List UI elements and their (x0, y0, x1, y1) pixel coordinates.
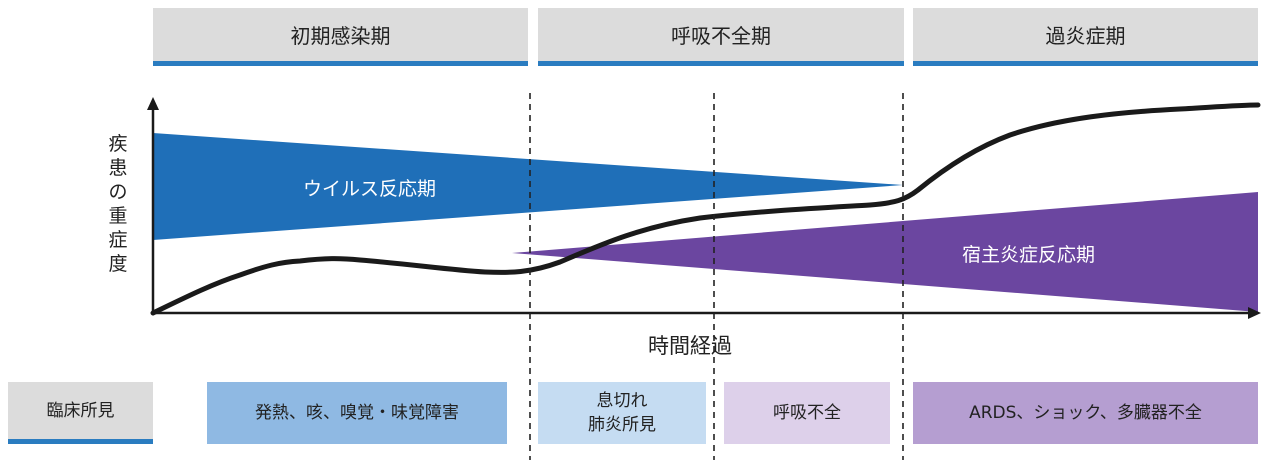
y-axis-label-char: 重 (108, 205, 128, 227)
clinical-findings-header-label: 臨床所見 (46, 400, 115, 421)
viral-response-label: ウイルス反応期 (303, 178, 437, 200)
severity-curve (150, 102, 1261, 316)
y-axis-label: 疾患の重症度 (103, 132, 133, 276)
host-inflammatory-label: 宿主炎症反応期 (962, 244, 1096, 266)
phase-label: 呼吸不全期 (671, 24, 771, 48)
phase-label: 過炎症期 (1045, 24, 1126, 48)
x-axis-arrowhead (1248, 307, 1261, 319)
phase-initial-infection: 初期感染期 (153, 8, 528, 66)
clinical-item-line: 発熱、咳、嗅覚・味覚障害 (255, 403, 459, 423)
phase-respiratory-failure: 呼吸不全期 (538, 8, 904, 66)
y-axis-label-char: 度 (108, 253, 128, 275)
clinical-item-dyspnea-pneumonia: 息切れ 肺炎所見 (538, 382, 706, 444)
y-axis-label-char: 症 (108, 229, 128, 251)
y-axis-arrowhead (147, 97, 159, 110)
x-axis-label: 時間経過 (648, 334, 732, 358)
clinical-item-respiratory-failure: 呼吸不全 (724, 382, 890, 444)
phase-label: 初期感染期 (290, 24, 391, 48)
clinical-item-line: 呼吸不全 (773, 403, 841, 423)
y-axis-label-char: 疾 (108, 133, 128, 155)
clinical-item-line: 息切れ (596, 391, 648, 411)
clinical-item-ards-shock: ARDS、ショック、多臓器不全 (913, 382, 1258, 444)
clinical-item-line: ARDS、ショック、多臓器不全 (969, 403, 1202, 423)
phase-hyperinflammation: 過炎症期 (913, 8, 1258, 66)
host-inflammatory-band (512, 192, 1258, 312)
y-axis-label-char: 患 (108, 157, 128, 179)
y-axis-label-char: の (108, 181, 128, 203)
clinical-findings-header: 臨床所見 (8, 382, 153, 444)
clinical-item-line: 肺炎所見 (588, 415, 656, 435)
viral-response-band (153, 133, 903, 240)
clinical-item-fever-cough: 発熱、咳、嗅覚・味覚障害 (207, 382, 507, 444)
